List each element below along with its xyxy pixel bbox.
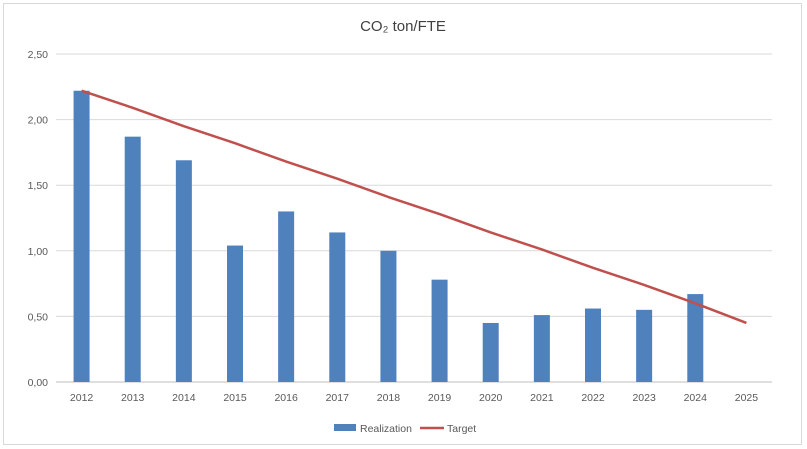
x-tick-label: 2012 [70, 392, 94, 404]
bar-realization [124, 136, 141, 382]
legend-label-target: Target [447, 423, 476, 435]
y-tick-label: 1,00 [28, 246, 49, 258]
x-tick-label: 2013 [121, 392, 145, 404]
gridlines [56, 53, 772, 383]
x-tick-label: 2015 [223, 392, 247, 404]
realization-bars [73, 90, 704, 383]
x-tick-label: 2018 [377, 392, 401, 404]
legend-swatch-realization [334, 424, 356, 431]
y-tick-label: 0,00 [28, 377, 49, 389]
bar-realization [329, 232, 346, 382]
y-tick-label: 1,50 [28, 180, 49, 192]
bar-realization [482, 322, 499, 382]
x-tick-label: 2019 [428, 392, 452, 404]
bar-realization [636, 309, 653, 382]
bar-realization [73, 90, 90, 383]
chart-title: CO₂ ton/FTE [360, 18, 446, 35]
bar-realization [687, 294, 704, 382]
bar-realization [585, 308, 601, 382]
bar-realization [431, 279, 448, 382]
x-tick-label: 2016 [274, 392, 298, 404]
x-tick-label: 2023 [632, 392, 656, 404]
y-tick-label: 2,00 [28, 115, 49, 127]
x-axis-labels: 2012 2013 2014 2015 2016 2017 2018 2019 2020 2021… [70, 392, 758, 404]
bar-realization [278, 211, 295, 382]
legend-label-realization: Realization [360, 423, 412, 435]
bar-realization [533, 315, 550, 382]
y-axis-labels: 0,00 0,50 1,00 1,50 2,00 2,50 [28, 49, 49, 389]
x-tick-label: 2024 [684, 392, 708, 404]
legend: Realization Target [334, 423, 476, 435]
x-tick-label: 2017 [326, 392, 350, 404]
bar-realization [175, 160, 192, 382]
target-line [81, 89, 747, 325]
y-tick-label: 2,50 [28, 49, 49, 61]
bar-realization [380, 250, 397, 382]
x-tick-label: 2021 [530, 392, 554, 404]
target-line-group [81, 89, 747, 325]
y-tick-label: 0,50 [28, 311, 49, 323]
x-tick-label: 2022 [581, 392, 605, 404]
x-tick-label: 2014 [172, 392, 196, 404]
bar-realization [227, 245, 243, 382]
x-tick-label: 2025 [735, 392, 759, 404]
x-tick-label: 2020 [479, 392, 503, 404]
